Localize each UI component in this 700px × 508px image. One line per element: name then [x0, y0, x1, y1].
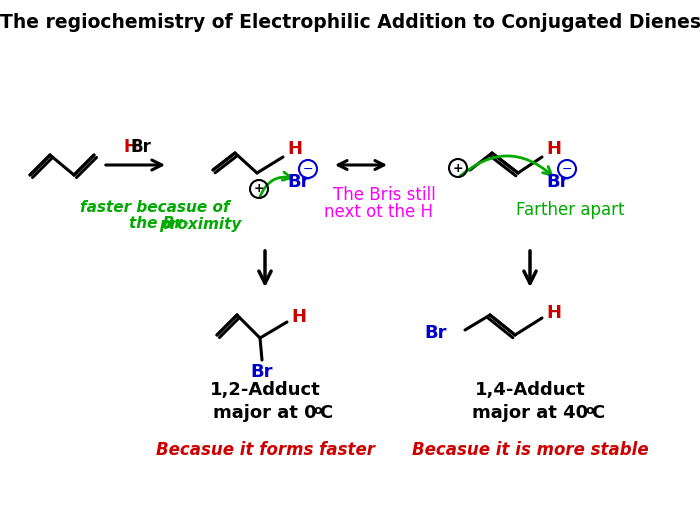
Text: ⁻: ⁻ [182, 220, 188, 234]
Text: −: − [561, 163, 573, 175]
Text: the Br: the Br [129, 216, 181, 232]
Text: 1,4-Adduct: 1,4-Adduct [475, 381, 585, 399]
Text: H: H [291, 308, 307, 326]
Text: next ot the H: next ot the H [323, 203, 433, 221]
Text: −: − [302, 163, 314, 175]
Text: The regiochemistry of Electrophilic Addition to Conjugated Dienes: The regiochemistry of Electrophilic Addi… [0, 13, 700, 31]
Text: Br: Br [547, 173, 569, 191]
Text: o: o [586, 403, 594, 417]
Text: ⁻: ⁻ [386, 188, 393, 202]
Text: The Br: The Br [332, 186, 387, 204]
Text: Br: Br [131, 138, 151, 156]
Text: 1,2-Adduct: 1,2-Adduct [209, 381, 321, 399]
Text: Br: Br [424, 324, 447, 342]
Text: faster becasue of: faster becasue of [80, 201, 230, 215]
Text: major at 40: major at 40 [472, 404, 588, 422]
Text: proximity: proximity [159, 216, 242, 232]
Text: H: H [288, 140, 302, 158]
Text: Br: Br [251, 363, 273, 381]
Text: H: H [123, 138, 137, 156]
Text: major at 0: major at 0 [214, 404, 317, 422]
Text: is still: is still [388, 186, 436, 204]
Text: C: C [592, 404, 605, 422]
Text: Becasue it forms faster: Becasue it forms faster [155, 441, 375, 459]
Text: o: o [314, 403, 322, 417]
Text: H: H [547, 140, 561, 158]
Text: +: + [253, 182, 265, 196]
Text: H: H [547, 304, 561, 322]
Text: +: + [453, 162, 463, 175]
Text: Farther apart: Farther apart [516, 201, 624, 219]
Text: Becasue it is more stable: Becasue it is more stable [412, 441, 648, 459]
Text: C: C [319, 404, 332, 422]
Text: Br: Br [288, 173, 310, 191]
